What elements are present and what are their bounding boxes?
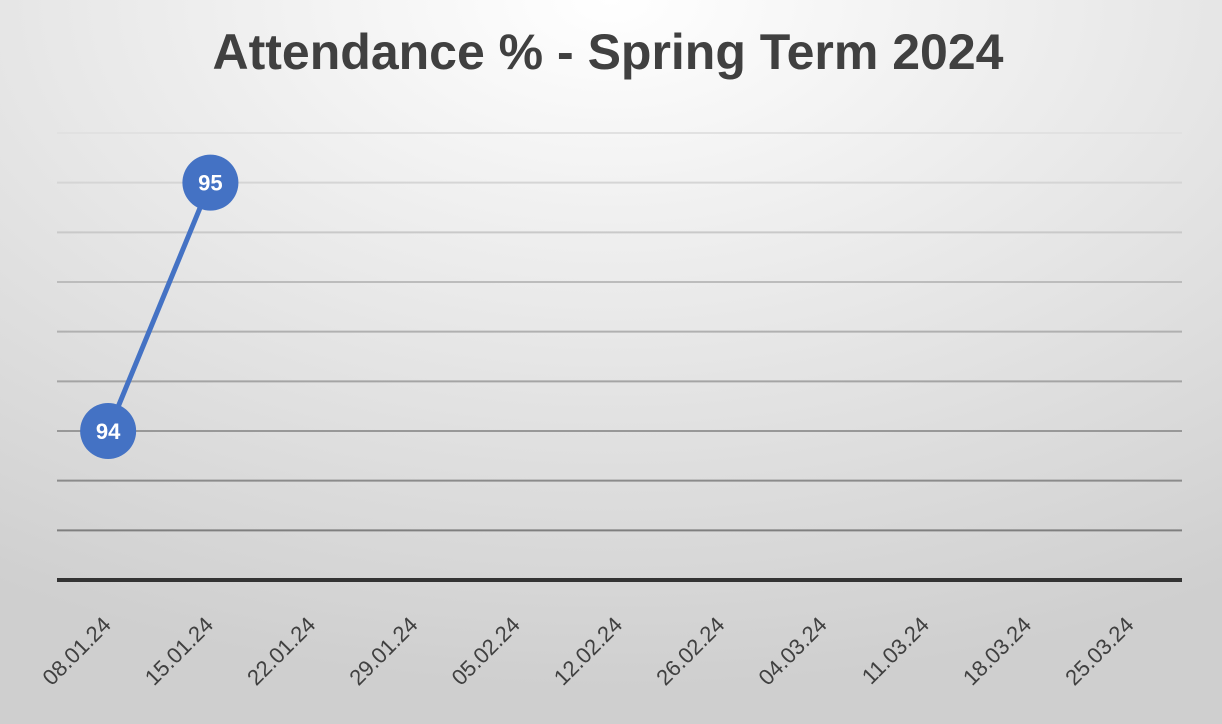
chart-title: Attendance % - Spring Term 2024 xyxy=(213,24,1004,80)
data-label: 95 xyxy=(198,170,222,195)
line xyxy=(105,181,213,432)
marker xyxy=(80,403,137,459)
marker xyxy=(182,154,239,211)
data-label: 94 xyxy=(96,419,121,444)
